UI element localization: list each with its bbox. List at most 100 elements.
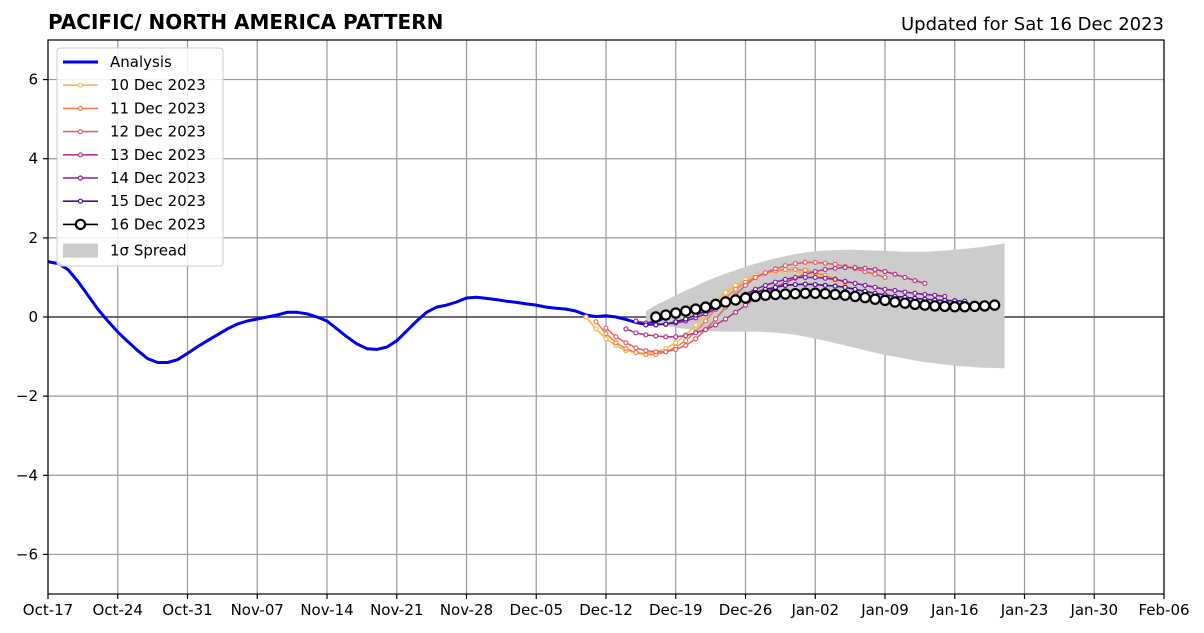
y-tick-label: 6: [28, 71, 38, 89]
forecast-point: [683, 338, 689, 344]
current-forecast-point: [689, 303, 702, 315]
x-tick-label: Feb-06: [1138, 601, 1189, 619]
forecast-point: [782, 262, 788, 269]
forecast-point: [842, 278, 848, 284]
forecast-point: [882, 286, 888, 292]
legend-marker-forecast: [77, 129, 84, 135]
chart-subtitle: Updated for Sat 16 Dec 2023: [901, 14, 1164, 35]
forecast-point: [722, 316, 729, 322]
current-forecast-point: [939, 300, 951, 313]
forecast-point: [872, 284, 878, 290]
forecast-point: [742, 282, 749, 288]
forecast-point: [882, 274, 888, 281]
forecast-point: [782, 282, 788, 288]
legend: Analysis 10 Dec 2023 11 Dec 2023 12 Dec 202…: [56, 47, 224, 267]
forecast-point: [683, 342, 689, 349]
forecast-point: [693, 322, 699, 328]
chart-title: PACIFIC/ NORTH AMERICA PATTERN: [48, 10, 443, 34]
current-forecast-point: [719, 296, 732, 308]
forecast-point: [703, 327, 709, 333]
legend-label: 10 Dec 2023: [110, 76, 206, 94]
forecast-point: [822, 260, 828, 266]
forecast-point: [713, 316, 719, 322]
x-tick-label: Nov-14: [300, 601, 353, 619]
x-tick-label: Oct-31: [162, 601, 212, 619]
forecast-point: [912, 277, 918, 284]
forecast-point: [842, 284, 848, 290]
forecast-point: [792, 281, 798, 288]
forecast-point: [613, 334, 619, 340]
current-forecast-point: [650, 311, 662, 323]
legend-marker-forecast: [77, 82, 84, 88]
forecast-point: [633, 350, 639, 356]
forecast-point: [872, 271, 878, 277]
current-forecast-point: [819, 287, 831, 300]
forecast-point: [902, 289, 908, 295]
current-forecast-point: [739, 292, 752, 304]
current-forecast-point: [949, 301, 961, 313]
forecast-point: [693, 330, 699, 336]
legend-label: 1σ Spread: [110, 242, 187, 260]
forecast-point: [752, 274, 759, 281]
forecast-point: [633, 345, 639, 351]
plot-area: Oct-17 Oct-24 Oct-31 Nov-07 Nov-14 Nov-21 Nov-…: [16, 39, 1190, 619]
x-tick-label: Jan-09: [860, 601, 909, 619]
x-tick-label: Jan-02: [790, 601, 839, 619]
x-tick-label: Dec-05: [509, 601, 563, 619]
x-tick-label: Dec-12: [579, 601, 633, 619]
forecast-point: [812, 274, 818, 281]
current-forecast-point: [660, 309, 672, 321]
forecast-point: [643, 332, 649, 338]
current-forecast-point: [699, 301, 712, 313]
y-tick-label: 4: [28, 150, 38, 168]
forecast-point: [593, 319, 599, 325]
forecast-point: [842, 264, 848, 271]
current-forecast-point: [968, 300, 981, 313]
forecast-point: [812, 259, 818, 265]
forecast-point: [643, 322, 649, 328]
x-tick-label: Nov-28: [440, 601, 493, 619]
forecast-point: [623, 340, 629, 346]
forecast-point: [852, 286, 858, 292]
forecast-point: [832, 265, 838, 271]
current-forecast-point: [839, 289, 851, 301]
current-forecast-point: [670, 307, 682, 319]
forecast-point: [912, 290, 918, 296]
x-tick-label: Dec-19: [649, 601, 703, 619]
x-tick-label: Jan-16: [930, 601, 979, 619]
x-tick-label: Nov-07: [231, 601, 284, 619]
legend-marker-forecast: [77, 175, 84, 181]
legend-marker-forecast: [77, 198, 84, 204]
y-tick-label: −4: [16, 466, 38, 484]
current-forecast-point: [769, 288, 782, 301]
current-forecast-point: [919, 299, 931, 311]
legend-marker-current: [74, 218, 87, 231]
forecast-point: [862, 265, 868, 271]
forecast-point: [633, 318, 639, 324]
forecast-point: [732, 309, 739, 315]
legend-label: 15 Dec 2023: [110, 192, 206, 210]
current-forecast-point: [849, 290, 861, 303]
forecast-point: [882, 268, 888, 275]
forecast-point: [603, 336, 609, 342]
y-tick-label: −6: [16, 545, 38, 563]
forecast-point: [623, 326, 629, 332]
y-tick-label: −2: [16, 387, 38, 405]
forecast-point: [832, 283, 838, 289]
forecast-point: [732, 286, 739, 292]
legend-marker-forecast: [77, 152, 84, 158]
forecast-point: [762, 270, 769, 276]
forecast-point: [713, 322, 719, 328]
forecast-point: [663, 349, 669, 355]
current-forecast-point: [799, 287, 811, 299]
forecast-point: [862, 282, 868, 288]
current-forecast-point: [909, 298, 921, 311]
legend-label: 12 Dec 2023: [110, 123, 206, 141]
forecast-point: [603, 331, 609, 337]
forecast-point: [653, 322, 659, 328]
current-forecast-point: [959, 301, 971, 313]
forecast-point: [792, 274, 798, 281]
forecast-point: [673, 334, 679, 340]
y-tick-label: 0: [28, 308, 38, 326]
